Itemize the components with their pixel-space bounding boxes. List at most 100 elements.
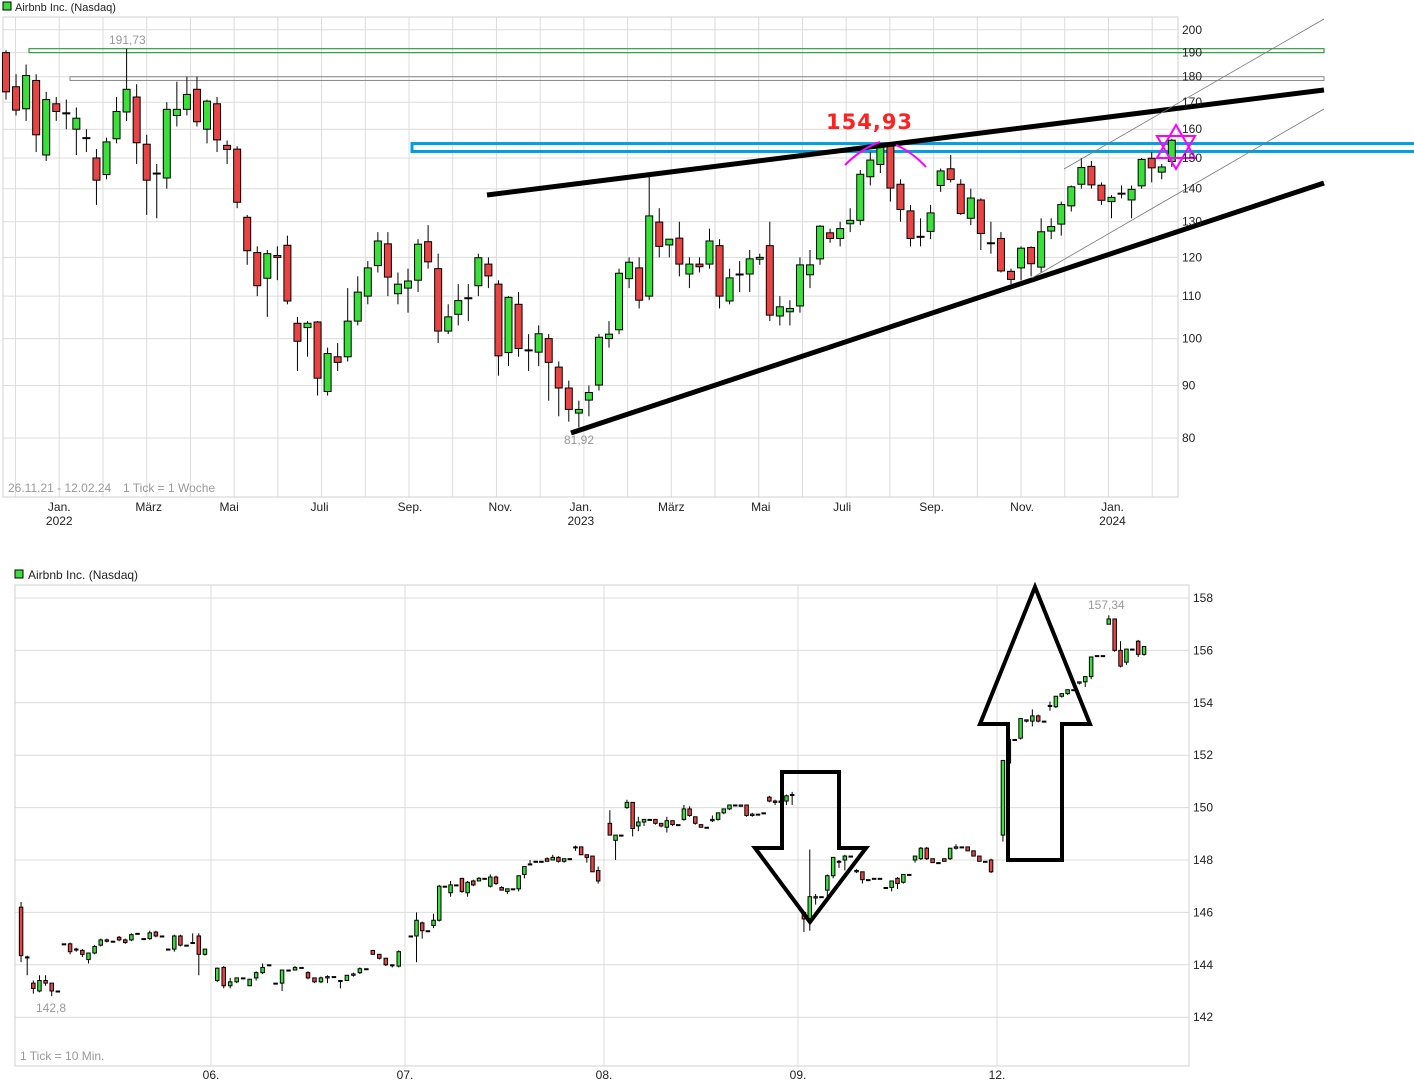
candle-body	[971, 850, 976, 857]
arrow-down-icon	[751, 770, 871, 926]
candle-body	[1135, 640, 1141, 655]
candle-body	[31, 982, 36, 989]
candle-down	[924, 846, 929, 860]
candle-down	[32, 74, 41, 153]
candle-body	[630, 801, 635, 830]
candle-body	[534, 333, 543, 353]
candle-body	[253, 252, 262, 287]
candle-up	[567, 858, 573, 861]
candle-down	[31, 980, 36, 994]
candle-body	[685, 263, 694, 275]
candle-up	[605, 321, 613, 348]
candle-up	[24, 955, 30, 976]
candle-up	[431, 913, 436, 929]
candle-body	[323, 353, 332, 393]
y-tick-label: 156	[1193, 643, 1213, 657]
candle-body	[471, 880, 476, 886]
candle-down	[223, 140, 232, 164]
candle-body	[22, 74, 31, 110]
candle-down	[544, 334, 553, 401]
x-tick-label: Jan.	[1101, 500, 1124, 514]
candle-up	[1030, 709, 1035, 727]
y-tick-label: 150	[1182, 151, 1202, 165]
candle-up	[784, 794, 789, 805]
candle-body	[49, 982, 54, 992]
candle-up	[785, 300, 794, 326]
candle-body	[1097, 184, 1106, 201]
candle-body	[1117, 192, 1126, 195]
candle-down	[514, 292, 523, 357]
candle-body	[454, 884, 459, 887]
arrow-up-icon	[977, 581, 1093, 862]
candle-body	[930, 858, 935, 864]
candle-body	[383, 957, 389, 966]
y-tick-label: 130	[1182, 215, 1202, 229]
candle-up	[147, 930, 153, 940]
candle-body	[303, 322, 312, 329]
candle-body	[162, 108, 171, 179]
bottom-overlays	[751, 581, 1093, 926]
candle-up	[685, 257, 694, 289]
candle-down	[192, 76, 201, 127]
candle-body	[721, 808, 727, 814]
candle-body	[693, 816, 698, 824]
candle-body	[876, 145, 885, 166]
candle-body	[1041, 720, 1047, 723]
candle-body	[62, 112, 71, 115]
top-tick-label: 1 Tick = 1 Woche	[123, 481, 215, 495]
top-range-label: 26.11.21 - 12.02.24	[8, 481, 112, 495]
candle-up	[299, 966, 304, 969]
candle-body	[860, 871, 865, 881]
candle-body	[312, 977, 317, 983]
candle-body	[353, 291, 362, 322]
candle-down	[977, 855, 982, 862]
candle-up	[273, 982, 278, 985]
candle-body	[116, 936, 122, 941]
candle-body	[273, 255, 282, 258]
candle-up	[260, 963, 265, 974]
candle-up	[936, 862, 941, 865]
candle-up	[986, 221, 995, 254]
x-tick-label: Jan.	[48, 500, 71, 514]
candle-up	[705, 228, 714, 269]
candle-up	[830, 856, 836, 879]
candle-body	[664, 820, 670, 828]
candle-body	[886, 142, 895, 189]
candle-body	[98, 939, 103, 946]
candle-body	[848, 855, 853, 858]
candle-body	[533, 860, 538, 863]
candle-down	[630, 801, 635, 837]
candle-up	[533, 860, 538, 863]
candle-body	[965, 846, 970, 852]
candle-body	[196, 935, 202, 955]
resistance-zone	[410, 142, 1414, 153]
candle-down	[377, 953, 382, 960]
candle-body	[464, 297, 473, 300]
candle-up	[982, 860, 988, 863]
candle-up	[953, 844, 959, 850]
candle-down	[693, 816, 698, 825]
candle-down	[494, 280, 503, 376]
candle-body	[1157, 166, 1166, 173]
candle-up	[755, 813, 761, 816]
candle-body	[454, 300, 463, 315]
top-overlays-back	[28, 48, 1414, 153]
candle-up	[775, 296, 784, 326]
candle-up	[373, 232, 382, 273]
candle-up	[488, 874, 493, 888]
candle-body	[488, 876, 493, 887]
candle-body	[761, 812, 766, 815]
candle-body	[524, 349, 533, 352]
candle-up	[1057, 201, 1066, 236]
candle-body	[866, 879, 871, 882]
candle-body	[564, 387, 573, 410]
candle-up	[286, 969, 291, 972]
candle-body	[18, 906, 24, 957]
candle-body	[408, 935, 414, 938]
candle-body	[947, 847, 953, 860]
candle-down	[116, 935, 122, 942]
candle-body	[912, 855, 918, 861]
candle-body	[732, 804, 738, 807]
candle-up	[1137, 157, 1146, 189]
candle-up	[842, 854, 848, 871]
